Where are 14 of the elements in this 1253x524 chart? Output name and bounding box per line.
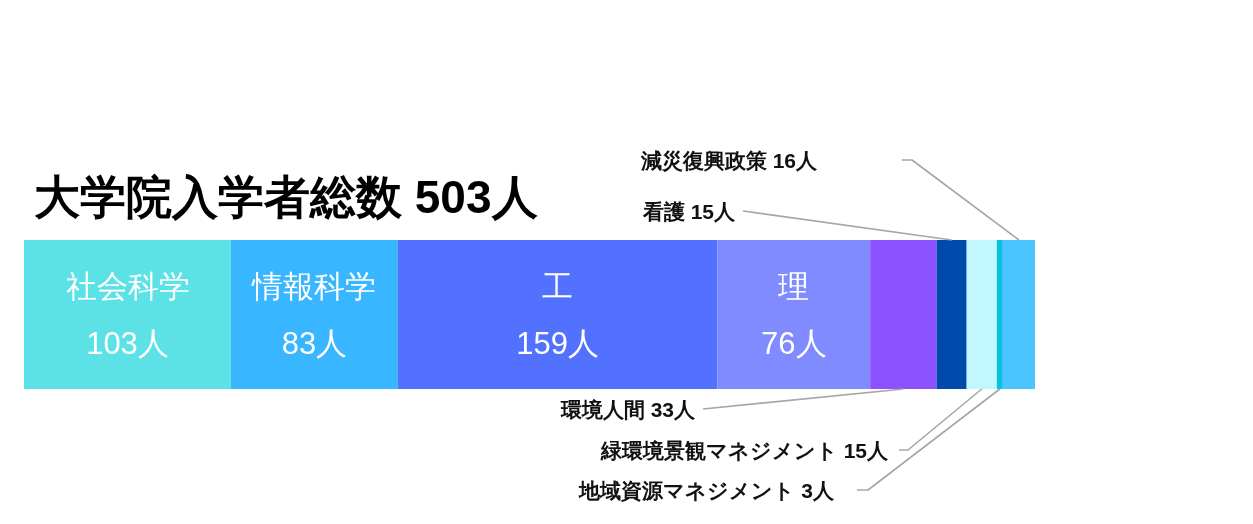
series-label: 理 xyxy=(778,269,810,304)
text: 看護 15人 xyxy=(642,199,735,223)
data-label: 83人 xyxy=(281,326,348,361)
text: 緑環境景観マネジメント 15人 xyxy=(600,438,888,462)
series-label: 工 xyxy=(542,269,574,304)
data-label: 159人 xyxy=(516,326,600,361)
series-label: 情報科学 xyxy=(251,269,377,304)
chart-title: 大学院入学者総数 503人 xyxy=(34,171,538,223)
text: 地域資源マネジメント 3人 xyxy=(579,478,834,502)
text: 環境人間 33人 xyxy=(560,397,695,421)
series-label: 社会科学 xyxy=(65,269,190,304)
data-label: 103人 xyxy=(86,326,169,361)
data-label: 76人 xyxy=(761,326,827,361)
text: 減災復興政策 16人 xyxy=(640,148,817,172)
